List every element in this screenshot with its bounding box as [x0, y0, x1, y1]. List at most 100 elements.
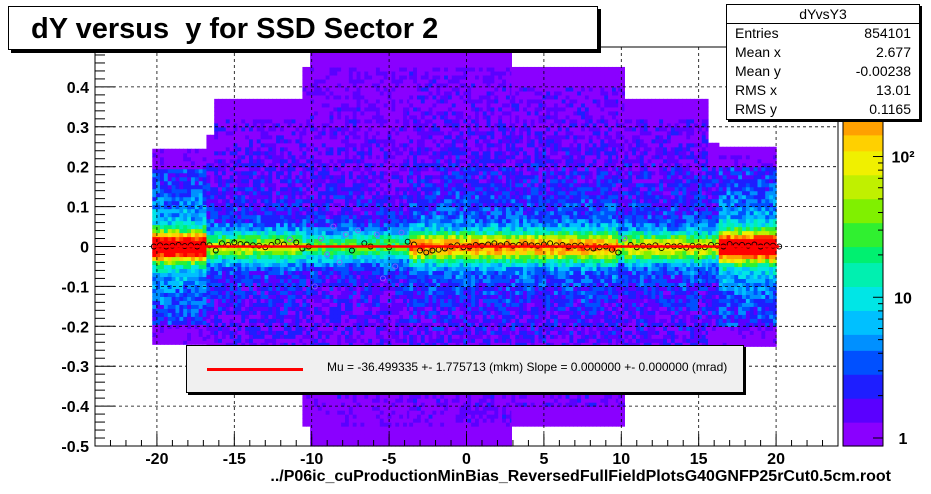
heatmap-cell: [226, 143, 230, 148]
heatmap-cell: [288, 215, 292, 220]
heatmap-cell: [326, 438, 330, 443]
heatmap-cell: [368, 195, 372, 200]
heatmap-cell: [306, 195, 310, 200]
heatmap-cell: [341, 270, 345, 275]
heatmap-cell: [364, 143, 368, 148]
heatmap-cell: [164, 185, 168, 190]
heatmap-cell: [195, 336, 199, 341]
heatmap-cell: [272, 266, 276, 271]
heatmap-cell: [306, 179, 310, 184]
heatmap-cell: [333, 91, 337, 96]
heatmap-cell: [314, 219, 318, 224]
heatmap-cell: [357, 418, 361, 423]
heatmap-cell: [372, 254, 376, 259]
heatmap-cell: [168, 209, 172, 214]
heatmap-cell: [160, 221, 164, 226]
heatmap-cell: [330, 51, 334, 56]
heatmap-cell: [237, 298, 241, 303]
heatmap-cell: [376, 298, 380, 303]
heatmap-cell: [245, 111, 249, 116]
heatmap-cell: [318, 87, 322, 92]
heatmap-cell: [160, 169, 164, 174]
heatmap-cell: [245, 143, 249, 148]
heatmap-cell: [302, 394, 306, 399]
heatmap-cell: [310, 63, 314, 68]
heatmap-cell: [388, 418, 392, 423]
heatmap-cell: [380, 199, 384, 204]
heatmap-cell: [179, 189, 183, 194]
heatmap-cell: [391, 235, 395, 240]
heatmap-cell: [353, 87, 357, 92]
heatmap-cell: [337, 418, 341, 423]
heatmap-cell: [337, 111, 341, 116]
heatmap-cell: [306, 107, 310, 112]
heatmap-cell: [326, 430, 330, 435]
heatmap-cell: [349, 147, 353, 152]
heatmap-cell: [364, 127, 368, 132]
heatmap-cell: [376, 143, 380, 148]
heatmap-cell: [214, 103, 218, 108]
heatmap-cell: [330, 318, 334, 323]
heatmap-cell: [268, 135, 272, 140]
heatmap-cell: [306, 215, 310, 220]
heatmap-cell: [152, 157, 156, 162]
heatmap-cell: [302, 131, 306, 136]
heatmap-cell: [199, 260, 203, 265]
heatmap-cell: [152, 252, 156, 257]
heatmap-cell: [179, 288, 183, 293]
heatmap-cell: [330, 430, 334, 435]
heatmap-cell: [187, 173, 191, 178]
heatmap-cell: [353, 215, 357, 220]
heatmap-cell: [337, 115, 341, 120]
heatmap-cell: [272, 211, 276, 216]
heatmap-cell: [222, 227, 226, 232]
heatmap-cell: [272, 155, 276, 160]
heatmap-cell: [253, 195, 257, 200]
heatmap-cell: [364, 310, 368, 315]
heatmap-cell: [349, 334, 353, 339]
heatmap-cell: [292, 298, 296, 303]
heatmap-cell: [160, 276, 164, 281]
heatmap-cell: [330, 239, 334, 244]
heatmap-cell: [372, 422, 376, 427]
heatmap-cell: [364, 199, 368, 204]
heatmap-cell: [384, 334, 388, 339]
heatmap-cell: [249, 127, 253, 132]
heatmap-cell: [214, 195, 218, 200]
heatmap-cell: [360, 171, 364, 176]
heatmap-cell: [306, 147, 310, 152]
heatmap-cell: [214, 139, 218, 144]
heatmap-cell: [310, 266, 314, 271]
heatmap-cell: [330, 219, 334, 224]
heatmap-cell: [160, 217, 164, 222]
heatmap-cell: [326, 151, 330, 156]
heatmap-cell: [265, 119, 269, 124]
heatmap-cell: [372, 266, 376, 271]
heatmap-cell: [226, 171, 230, 176]
heatmap-cell: [206, 274, 210, 279]
heatmap-cell: [318, 258, 322, 263]
heatmap-cell: [226, 262, 230, 267]
heatmap-cell: [199, 320, 203, 325]
heatmap-cell: [391, 151, 395, 156]
heatmap-cell: [172, 264, 176, 269]
heatmap-cell: [349, 91, 353, 96]
heatmap-cell: [276, 207, 280, 212]
heatmap-cell: [257, 115, 261, 120]
heatmap-cell: [172, 276, 176, 281]
heatmap-cell: [175, 280, 179, 285]
heatmap-cell: [314, 254, 318, 259]
heatmap-cell: [310, 215, 314, 220]
heatmap-cell: [295, 103, 299, 108]
heatmap-cell: [268, 131, 272, 136]
heatmap-cell: [380, 179, 384, 184]
heatmap-cell: [310, 223, 314, 228]
heatmap-cell: [306, 207, 310, 212]
heatmap-cell: [372, 119, 376, 124]
heatmap-cell: [187, 181, 191, 186]
heatmap-cell: [322, 266, 326, 271]
heatmap-cell: [326, 310, 330, 315]
heatmap-cell: [353, 171, 357, 176]
heatmap-cell: [272, 334, 276, 339]
heatmap-cell: [380, 434, 384, 439]
